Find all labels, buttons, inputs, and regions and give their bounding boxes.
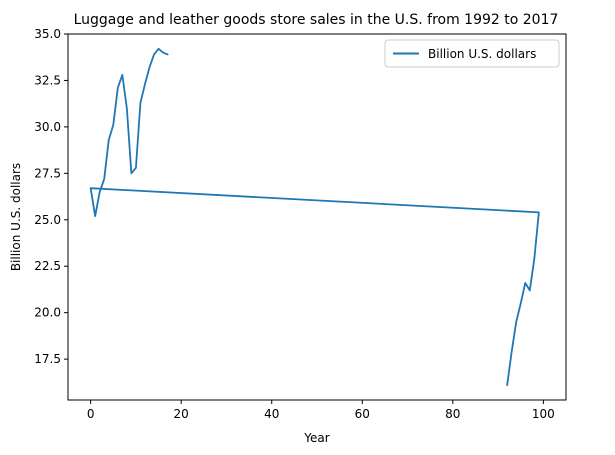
y-tick-label: 22.5 [34, 259, 61, 273]
chart-title: Luggage and leather goods store sales in… [74, 12, 559, 28]
x-axis-ticks: 0 20 40 60 80 100 [87, 400, 555, 421]
y-tick-label: 17.5 [34, 352, 61, 366]
y-tick-label: 30.0 [34, 120, 61, 134]
legend-box [384, 39, 560, 68]
y-tick-label: 32.5 [34, 73, 61, 87]
x-tick-label: 20 [174, 407, 189, 421]
y-tick-label: 20.0 [34, 306, 61, 320]
x-tick-label: 60 [355, 407, 370, 421]
legend-label: Billion U.S. dollars [428, 47, 536, 61]
y-axis-ticks: 17.5 20.0 22.5 25.0 27.5 30.0 32.5 35.0 [34, 27, 68, 366]
legend: Billion U.S. dollars [384, 39, 560, 68]
y-tick-label: 35.0 [34, 27, 61, 41]
x-axis-label: Year [303, 431, 329, 445]
plot-area: 0 20 40 60 80 100 17.5 20.0 22.5 25.0 27.5 30.0 32.… [34, 27, 567, 421]
x-tick-label: 80 [445, 407, 460, 421]
y-tick-label: 25.0 [34, 213, 61, 227]
axes-frame [67, 33, 567, 401]
series-layer [89, 47, 540, 387]
y-axis-label: Billion U.S. dollars [9, 163, 23, 271]
x-tick-label: 0 [87, 407, 95, 421]
x-tick-label: 40 [264, 407, 279, 421]
y-tick-label: 27.5 [34, 166, 61, 180]
series-line [89, 47, 540, 387]
x-tick-label: 100 [532, 407, 555, 421]
